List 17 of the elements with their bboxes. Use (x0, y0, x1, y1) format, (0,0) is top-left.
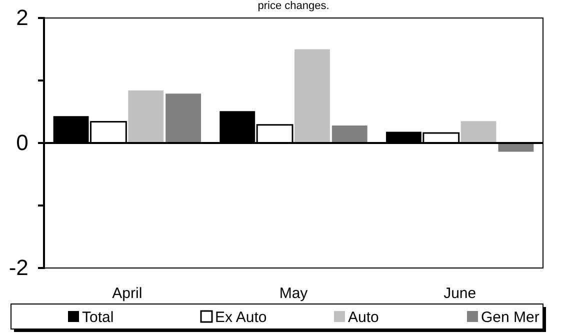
bar (128, 90, 164, 143)
y-tick-label: -2 (8, 255, 28, 280)
legend-label: Ex Auto (215, 309, 267, 326)
x-tick-label: May (279, 285, 308, 302)
bar (498, 143, 534, 152)
legend-label: Gen Mer (481, 309, 540, 326)
legend-label: Auto (348, 309, 379, 326)
y-tick-label: 2 (16, 5, 28, 30)
x-tick-label: April (112, 285, 142, 302)
bar (166, 94, 202, 143)
bar (294, 49, 330, 143)
x-tick-label: June (444, 285, 476, 302)
y-tick-label: 0 (16, 130, 28, 156)
legend-label: Total (82, 309, 114, 326)
bar (460, 121, 496, 143)
chart-title: price changes. (258, 0, 330, 12)
bar (332, 126, 368, 143)
